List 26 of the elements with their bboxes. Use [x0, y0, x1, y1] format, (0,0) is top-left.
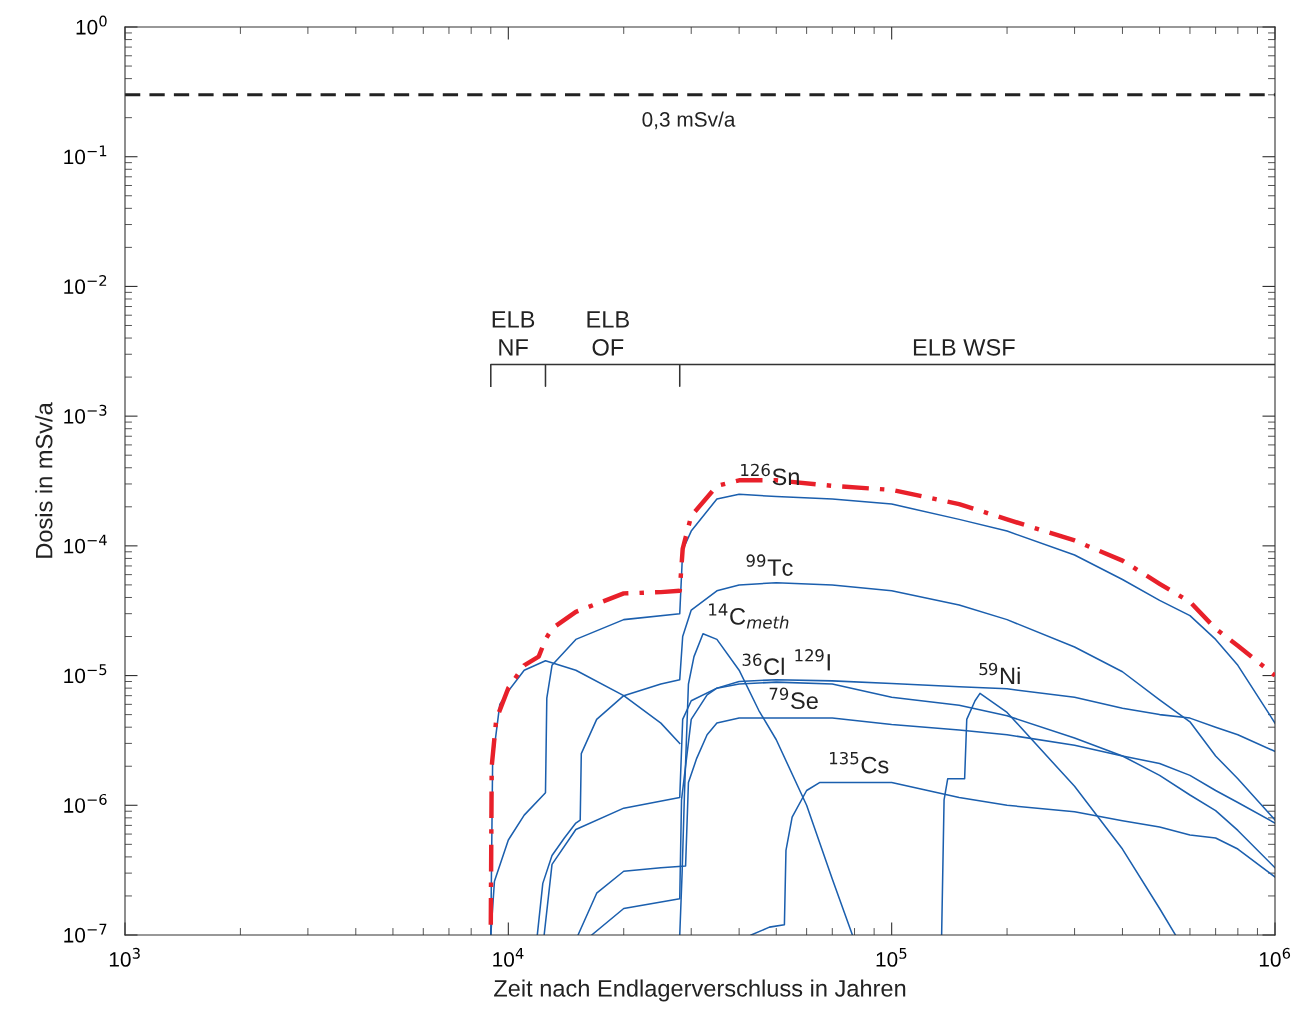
- x-tick-label: 10$^{4}$: [493, 948, 524, 967]
- annotation: $^{14}$C$_{meth}$: [709, 603, 789, 629]
- x-tick-label: 10$^{5}$: [876, 948, 907, 967]
- y-tick-label: 10$^{−7}$: [64, 923, 107, 943]
- y-axis-title: Dosis in mSv/a: [35, 402, 53, 558]
- annotation: $^{99}$Tc: [746, 554, 793, 576]
- annotation: $^{135}$Cs: [829, 751, 889, 774]
- y-tick-label: 10$^{−3}$: [64, 404, 107, 424]
- y-tick-label: 10$^{−1}$: [64, 145, 107, 165]
- x-tick-label: 10$^{3}$: [109, 947, 140, 967]
- annotation: $^{36}$Cl: [742, 653, 784, 676]
- y-tick-label: 10$^{−6}$: [64, 793, 107, 813]
- annotation: ELB WSF: [913, 338, 1015, 356]
- annotation: ELB NF: [492, 311, 535, 356]
- y-tick-label: 10$^{−2}$: [64, 275, 107, 295]
- annotation: $^{59}$Ni: [979, 662, 1020, 685]
- ref-line-label: 0,3 mSv/a: [642, 111, 736, 130]
- y-tick-label: 10$^{−5}$: [64, 664, 107, 684]
- annotation: $^{79}$Se: [769, 687, 818, 710]
- annotation: ELB OF: [587, 311, 629, 356]
- x-tick-label: 10$^{6}$: [1259, 947, 1291, 967]
- annotation: $^{129}$I: [795, 649, 830, 671]
- x-axis-title: Zeit nach Endlagerverschluss in Jahren: [494, 979, 906, 1002]
- y-tick-label: 10$^{0}$: [76, 15, 107, 35]
- y-tick-label: 10$^{−4}$: [64, 534, 107, 554]
- annotation: $^{126}$Sn: [741, 463, 799, 486]
